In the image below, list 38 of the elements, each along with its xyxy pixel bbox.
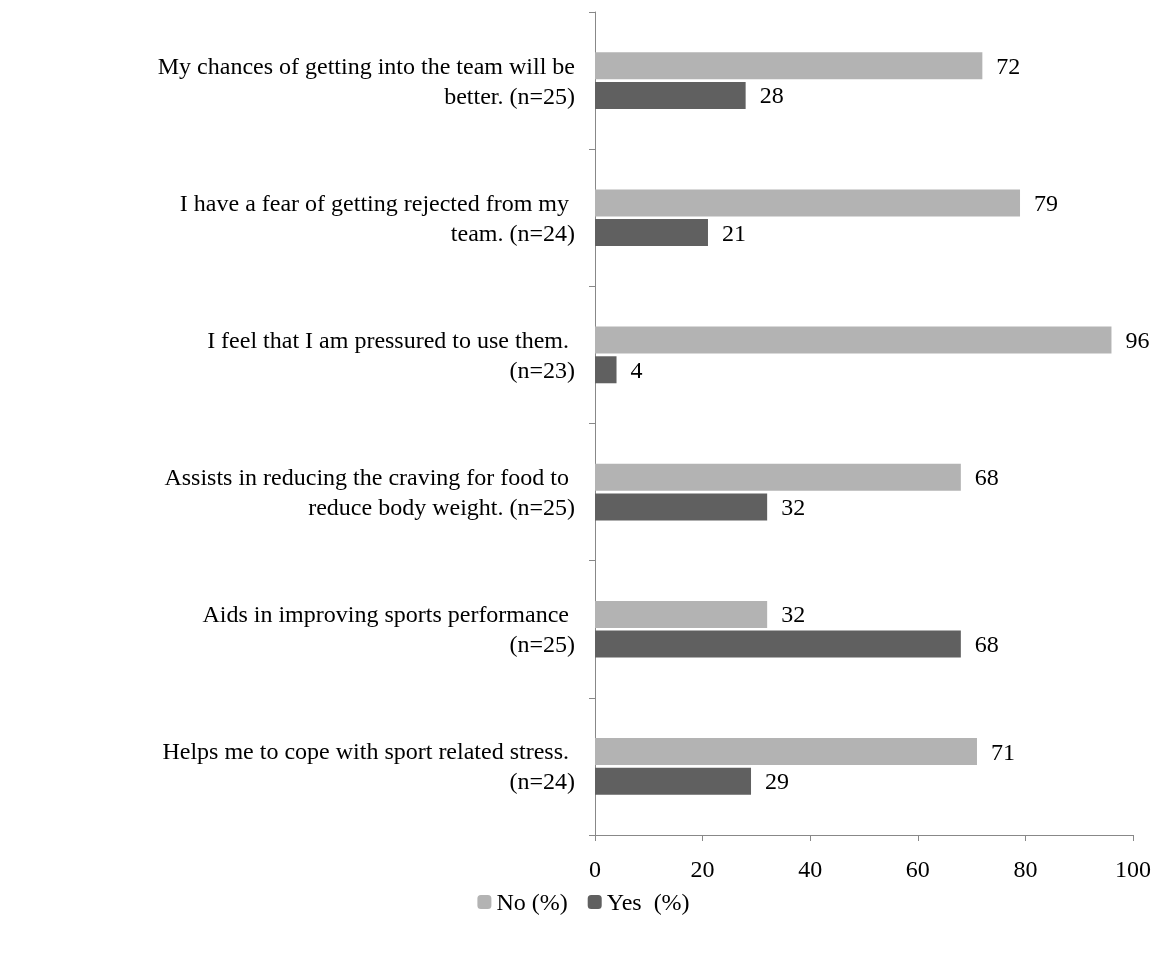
bar	[595, 81, 746, 109]
data-label: 68	[974, 464, 999, 491]
bar	[595, 738, 977, 766]
bar	[595, 189, 1021, 217]
data-label: 71	[990, 738, 1015, 765]
data-label: 4	[630, 356, 643, 383]
data-label: 21	[721, 219, 746, 246]
bar	[595, 219, 708, 247]
y-tick-label: Aids in improving sports performance (n=25)	[202, 601, 575, 658]
x-tick-label: 80	[1013, 856, 1038, 882]
x-tick-label: 100	[1115, 856, 1151, 882]
y-tick-label: I have a fear of getting rejected from my team. (n=24)	[179, 189, 575, 246]
y-tick-label: Helps me to cope with sport related stress. (n=24)	[162, 738, 575, 795]
bar	[595, 52, 983, 80]
y-tick-label: My chances of getting into the team will be better. (n=25)	[157, 52, 575, 109]
data-label: 29	[765, 768, 790, 795]
data-label: 79	[1034, 189, 1059, 216]
legend-label: No (%)	[496, 889, 568, 915]
data-label: 32	[781, 493, 806, 520]
data-label: 68	[974, 631, 999, 658]
data-label: 72	[996, 52, 1021, 79]
x-tick-label: 20	[690, 856, 715, 882]
x-tick-label: 0	[589, 856, 601, 882]
bar	[595, 326, 1112, 354]
x-tick-label: 60	[905, 856, 930, 882]
data-label: 28	[759, 82, 784, 109]
bar	[595, 463, 961, 491]
bar	[595, 767, 752, 795]
bar	[595, 356, 617, 384]
bar	[595, 630, 961, 658]
legend-label: Yes (%)	[606, 889, 690, 915]
bar	[595, 600, 768, 628]
x-tick-label: 40	[798, 856, 823, 882]
data-label: 32	[781, 601, 806, 628]
y-tick-label: Assists in reducing the craving for food to reduce body weight. (n=25)	[164, 464, 575, 521]
y-tick-label: I feel that I am pressured to use them. (n=23)	[207, 326, 575, 383]
bar	[595, 493, 768, 521]
data-label: 96	[1125, 327, 1150, 354]
